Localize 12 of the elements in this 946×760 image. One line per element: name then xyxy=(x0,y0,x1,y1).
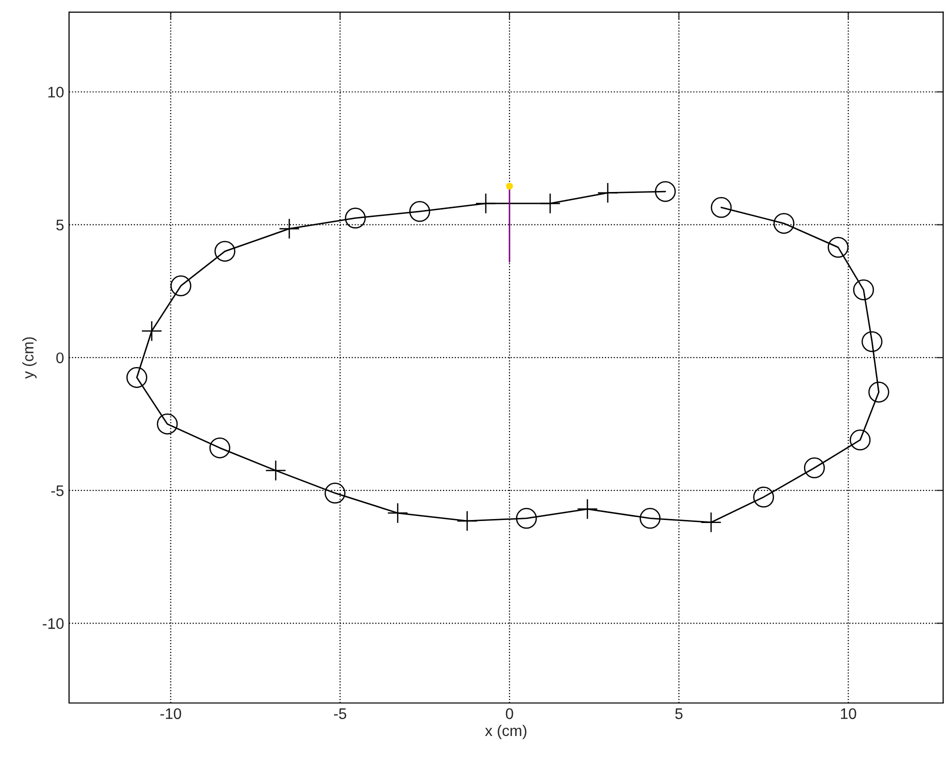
y-tick-label: -5 xyxy=(51,485,64,496)
y-axis-title: y (cm) xyxy=(22,337,37,379)
y-tick-label: 10 xyxy=(48,86,64,98)
y-tick-label: 5 xyxy=(56,220,64,230)
x-tick-label: 5 xyxy=(675,708,683,720)
y-tick-label: 0 xyxy=(56,352,64,364)
x-axis-title: x (cm) xyxy=(485,724,526,740)
x-tick-label: 0 xyxy=(506,708,514,720)
x-tick-label: -10 xyxy=(160,708,182,720)
x-tick-label: 10 xyxy=(840,708,856,720)
x-tick-label: -5 xyxy=(334,708,346,720)
y-tick-label: -10 xyxy=(42,618,64,629)
